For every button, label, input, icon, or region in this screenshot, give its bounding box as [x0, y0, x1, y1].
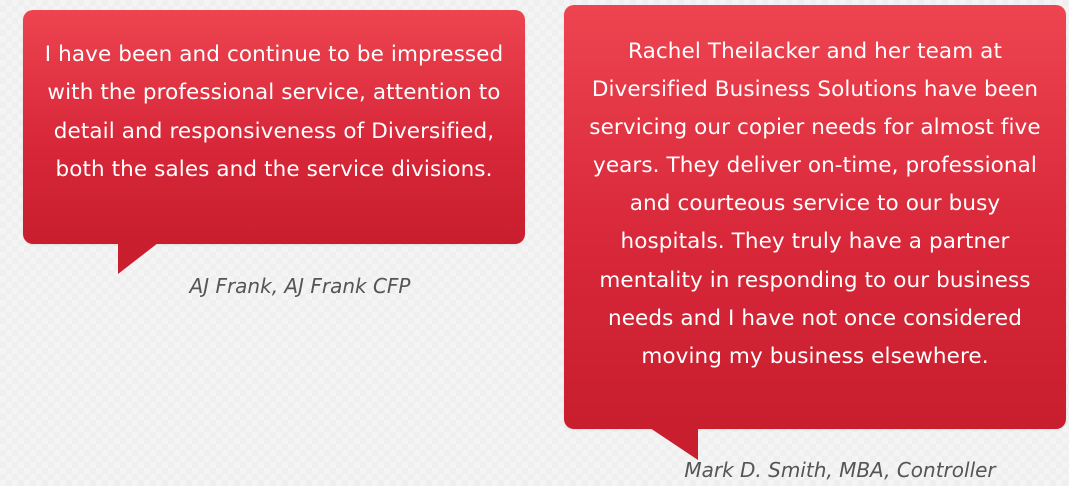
speech-bubble-tail: [650, 428, 698, 460]
speech-bubble-tail: [118, 243, 158, 274]
testimonial-bubble-1: I have been and continue to be impressed…: [23, 10, 525, 244]
testimonial-quote: I have been and continue to be impressed…: [44, 42, 504, 182]
testimonial-author: Mark D. Smith, MBA, Controller: [684, 458, 996, 482]
testimonial-author: AJ Frank, AJ Frank CFP: [189, 274, 411, 298]
testimonial-bubble-2: Rachel Theilacker and her team at Divers…: [564, 5, 1066, 429]
testimonial-quote: Rachel Theilacker and her team at Divers…: [589, 39, 1041, 369]
